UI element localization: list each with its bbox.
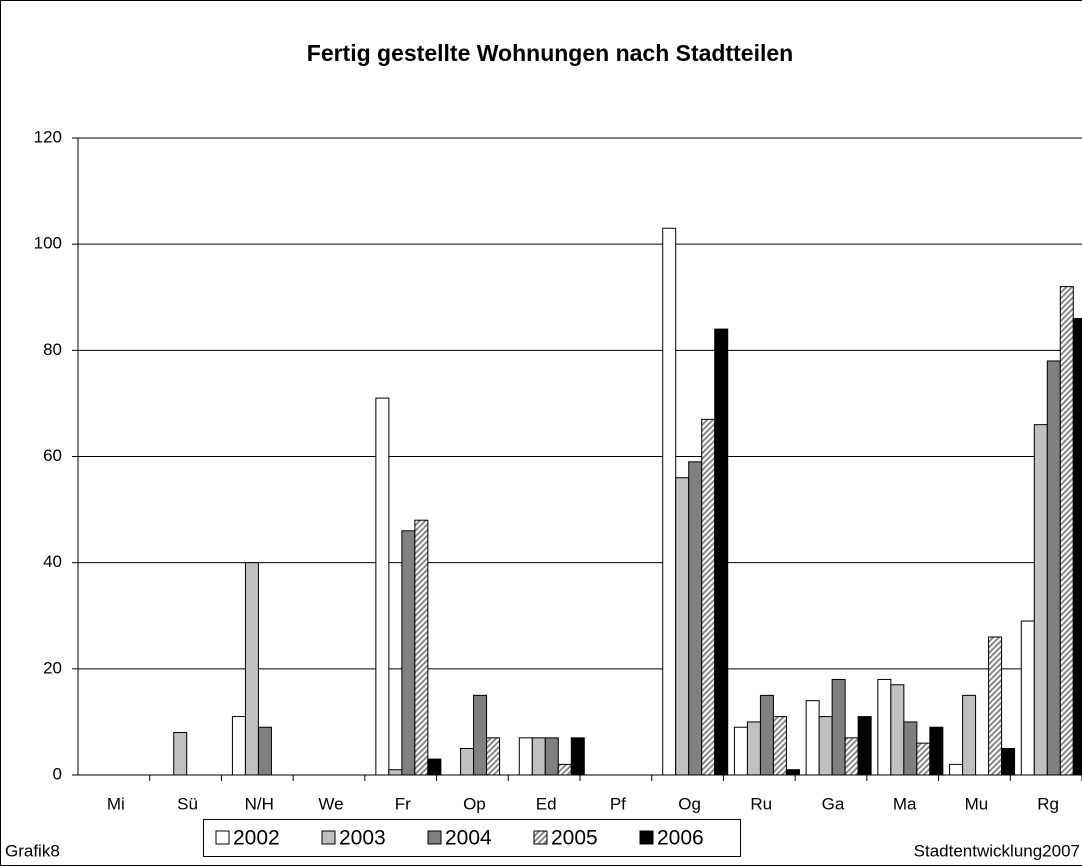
bar — [244, 562, 259, 776]
x-tick-label: Mi — [107, 794, 125, 813]
y-tick-label: 100 — [34, 234, 62, 253]
y-tick-label: 20 — [43, 658, 62, 677]
y-tick-label: 0 — [53, 764, 62, 783]
x-tick-label: Mu — [965, 794, 989, 813]
bar — [375, 397, 390, 776]
bar — [486, 737, 501, 776]
x-tick-label: Rg — [1037, 794, 1059, 813]
bar — [903, 721, 918, 776]
bar — [557, 763, 572, 776]
legend-label: 2003 — [339, 827, 386, 850]
bar — [688, 461, 703, 776]
bar — [1072, 317, 1082, 776]
bar — [746, 721, 761, 776]
legend-swatch — [427, 830, 442, 845]
x-tick-label: Sü — [177, 794, 198, 813]
bar — [388, 769, 403, 776]
bar — [570, 737, 585, 776]
x-tick-label: We — [318, 794, 343, 813]
y-tick-label: 40 — [43, 552, 62, 571]
legend-swatch — [215, 830, 230, 845]
x-tick-label: Ed — [536, 794, 557, 813]
bar — [1020, 620, 1035, 776]
x-tick-label: Op — [463, 794, 486, 813]
bar — [414, 519, 429, 776]
legend-swatch — [639, 830, 654, 845]
legend-swatch — [321, 830, 336, 845]
bar — [805, 700, 820, 776]
bar — [962, 694, 977, 776]
bar — [772, 716, 787, 776]
bar — [1046, 360, 1061, 776]
bar — [231, 716, 246, 776]
bar — [831, 678, 846, 776]
bar — [929, 726, 944, 776]
bar — [401, 530, 416, 776]
legend-label: 2006 — [657, 827, 704, 850]
bar — [1001, 747, 1016, 776]
bar — [785, 769, 800, 776]
bar — [988, 636, 1003, 776]
bar — [844, 737, 859, 776]
bar — [714, 328, 729, 776]
y-tick-label: 60 — [43, 446, 62, 465]
bar — [949, 763, 964, 776]
bar — [257, 726, 272, 776]
bar — [531, 737, 546, 776]
legend-label: 2002 — [233, 827, 280, 850]
legend-swatch — [533, 830, 548, 845]
bar — [890, 684, 905, 776]
bar — [877, 678, 892, 776]
bar — [460, 747, 475, 776]
y-tick-label: 120 — [34, 127, 62, 146]
bar — [662, 227, 677, 776]
bar — [701, 418, 716, 776]
footer-left: Grafik8 — [5, 841, 60, 860]
chart-title: Fertig gestellte Wohnungen nach Stadttei… — [307, 40, 793, 66]
bar — [1059, 286, 1074, 776]
bar — [473, 694, 488, 776]
footer-right: Stadtentwicklung2007 — [914, 841, 1080, 860]
x-tick-label: Fr — [395, 794, 411, 813]
bar — [857, 716, 872, 776]
x-tick-label: Ma — [893, 794, 917, 813]
bar — [818, 716, 833, 776]
bar — [518, 737, 533, 776]
x-tick-label: Pf — [610, 794, 626, 813]
bar — [544, 737, 559, 776]
x-tick-label: N/H — [245, 794, 274, 813]
x-tick-label: Ga — [822, 794, 845, 813]
bar — [675, 477, 690, 776]
bar — [733, 726, 748, 776]
bar — [916, 742, 931, 776]
bar — [173, 732, 188, 776]
y-tick-label: 80 — [43, 340, 62, 359]
bar — [1033, 424, 1048, 776]
legend-label: 2005 — [551, 827, 598, 850]
x-tick-label: Og — [678, 794, 701, 813]
x-tick-label: Ru — [750, 794, 772, 813]
bar — [759, 694, 774, 776]
legend-label: 2004 — [445, 827, 492, 850]
bar — [427, 758, 442, 776]
